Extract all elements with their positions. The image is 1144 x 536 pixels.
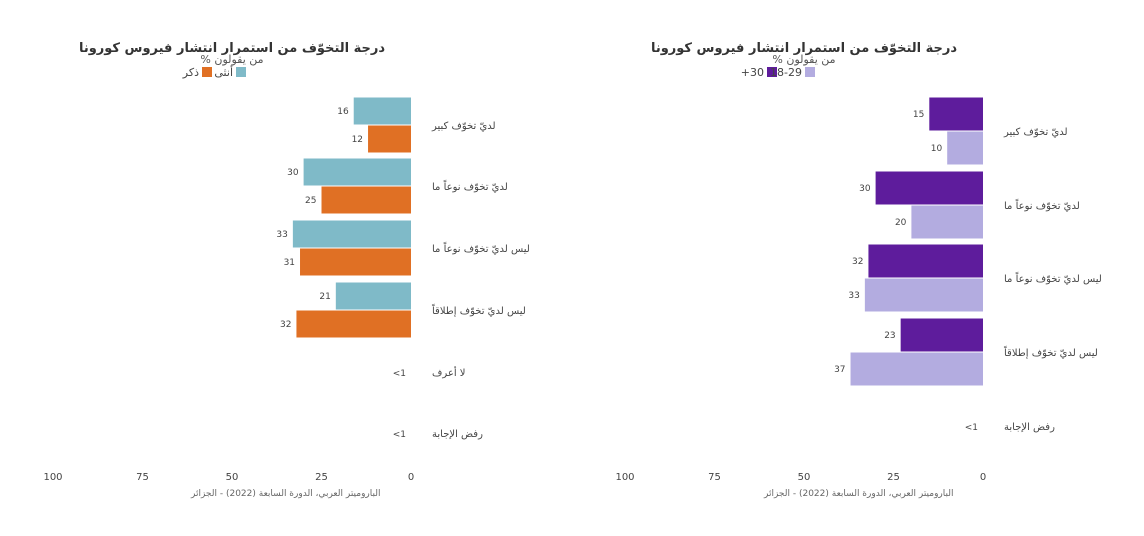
- bar-value-label: 33: [276, 230, 287, 240]
- chart-1: درجة التخوّف من استمرار انتشار فيروس كور…: [43, 41, 529, 499]
- small-value-label: <1: [393, 430, 406, 440]
- x-tick-label: 50: [226, 472, 239, 483]
- x-tick-label: 0: [980, 472, 986, 483]
- bar-value-label: 15: [913, 110, 924, 120]
- bar-1: [303, 158, 411, 186]
- source-note: الباروميتر العربي، الدورة السابعة (2022)…: [763, 489, 953, 499]
- bar-2: [850, 352, 983, 386]
- x-tick-label: 25: [315, 472, 328, 483]
- bar-2: [321, 186, 411, 214]
- x-tick-label: 75: [136, 472, 149, 483]
- x-tick-label: 50: [798, 472, 811, 483]
- category-label: ليس لديّ تخوّف إطلاقاً: [432, 303, 526, 317]
- bar-value-label: 33: [848, 291, 859, 301]
- x-tick-label: 100: [43, 472, 62, 483]
- bar-value-label: 25: [305, 196, 316, 206]
- category-label: رفض الإجابة: [1004, 422, 1055, 433]
- x-tick-label: 25: [887, 472, 900, 483]
- bar-value-label: 32: [280, 320, 291, 330]
- bar-value-label: 12: [352, 135, 363, 145]
- chart-subtitle: % من يقولون: [772, 53, 835, 66]
- bar-value-label: 20: [895, 218, 907, 228]
- small-value-label: <1: [965, 423, 978, 433]
- small-value-label: <1: [393, 369, 406, 379]
- category-label: لا أعرف: [432, 366, 466, 379]
- bar-value-label: 10: [931, 144, 943, 154]
- category-label: لديّ تخوّف نوعاً ما: [1004, 198, 1080, 212]
- legend-label-1: +30: [741, 66, 764, 79]
- bar-value-label: 30: [287, 168, 299, 178]
- bar-1: [292, 220, 411, 248]
- bar-value-label: 32: [852, 257, 863, 267]
- legend-swatch-1: [236, 67, 246, 77]
- bar-2: [368, 125, 411, 153]
- bar-2: [296, 310, 411, 338]
- bar-value-label: 31: [284, 258, 295, 268]
- bar-1: [900, 318, 983, 352]
- legend-label-1: أنثى: [214, 65, 233, 79]
- category-label: ليس لديّ تخوّف نوعاً ما: [1004, 271, 1102, 285]
- bar-value-label: 23: [884, 331, 895, 341]
- chart-subtitle: % من يقولون: [200, 53, 263, 66]
- bar-value-label: 30: [859, 184, 871, 194]
- legend-swatch-2: [805, 67, 815, 77]
- bar-value-label: 21: [319, 292, 330, 302]
- category-label: ليس لديّ تخوّف إطلاقاً: [1004, 345, 1098, 359]
- chart-2: درجة التخوّف من استمرار انتشار فيروس كور…: [615, 41, 1101, 499]
- legend-swatch-1: [767, 67, 777, 77]
- category-label: رفض الإجابة: [432, 429, 483, 440]
- category-label: لديّ تخوّف نوعاً ما: [432, 179, 508, 193]
- x-tick-label: 75: [708, 472, 721, 483]
- bar-1: [929, 97, 983, 131]
- chart-title: درجة التخوّف من استمرار انتشار فيروس كور…: [79, 41, 385, 56]
- bar-2: [864, 278, 983, 312]
- chart-title: درجة التخوّف من استمرار انتشار فيروس كور…: [651, 41, 957, 56]
- bar-value-label: 16: [337, 107, 349, 117]
- source-note: الباروميتر العربي، الدورة السابعة (2022)…: [190, 489, 380, 499]
- bar-1: [875, 171, 983, 205]
- legend-swatch-2: [202, 67, 212, 77]
- bar-value-label: 37: [834, 365, 845, 375]
- legend-label-2: 18-29: [770, 66, 802, 79]
- bar-1: [868, 244, 983, 278]
- bar-2: [911, 205, 983, 239]
- bar-2: [947, 131, 983, 165]
- x-tick-label: 100: [615, 472, 634, 483]
- category-label: لديّ تخوّف كبير: [1003, 127, 1068, 138]
- bar-1: [353, 97, 411, 125]
- x-tick-label: 0: [408, 472, 414, 483]
- legend-label-2: ذكر: [182, 66, 199, 79]
- category-label: ليس لديّ تخوّف نوعاً ما: [432, 241, 530, 255]
- category-label: لديّ تخوّف كبير: [431, 121, 496, 132]
- bar-1: [335, 282, 411, 310]
- bar-2: [300, 248, 411, 276]
